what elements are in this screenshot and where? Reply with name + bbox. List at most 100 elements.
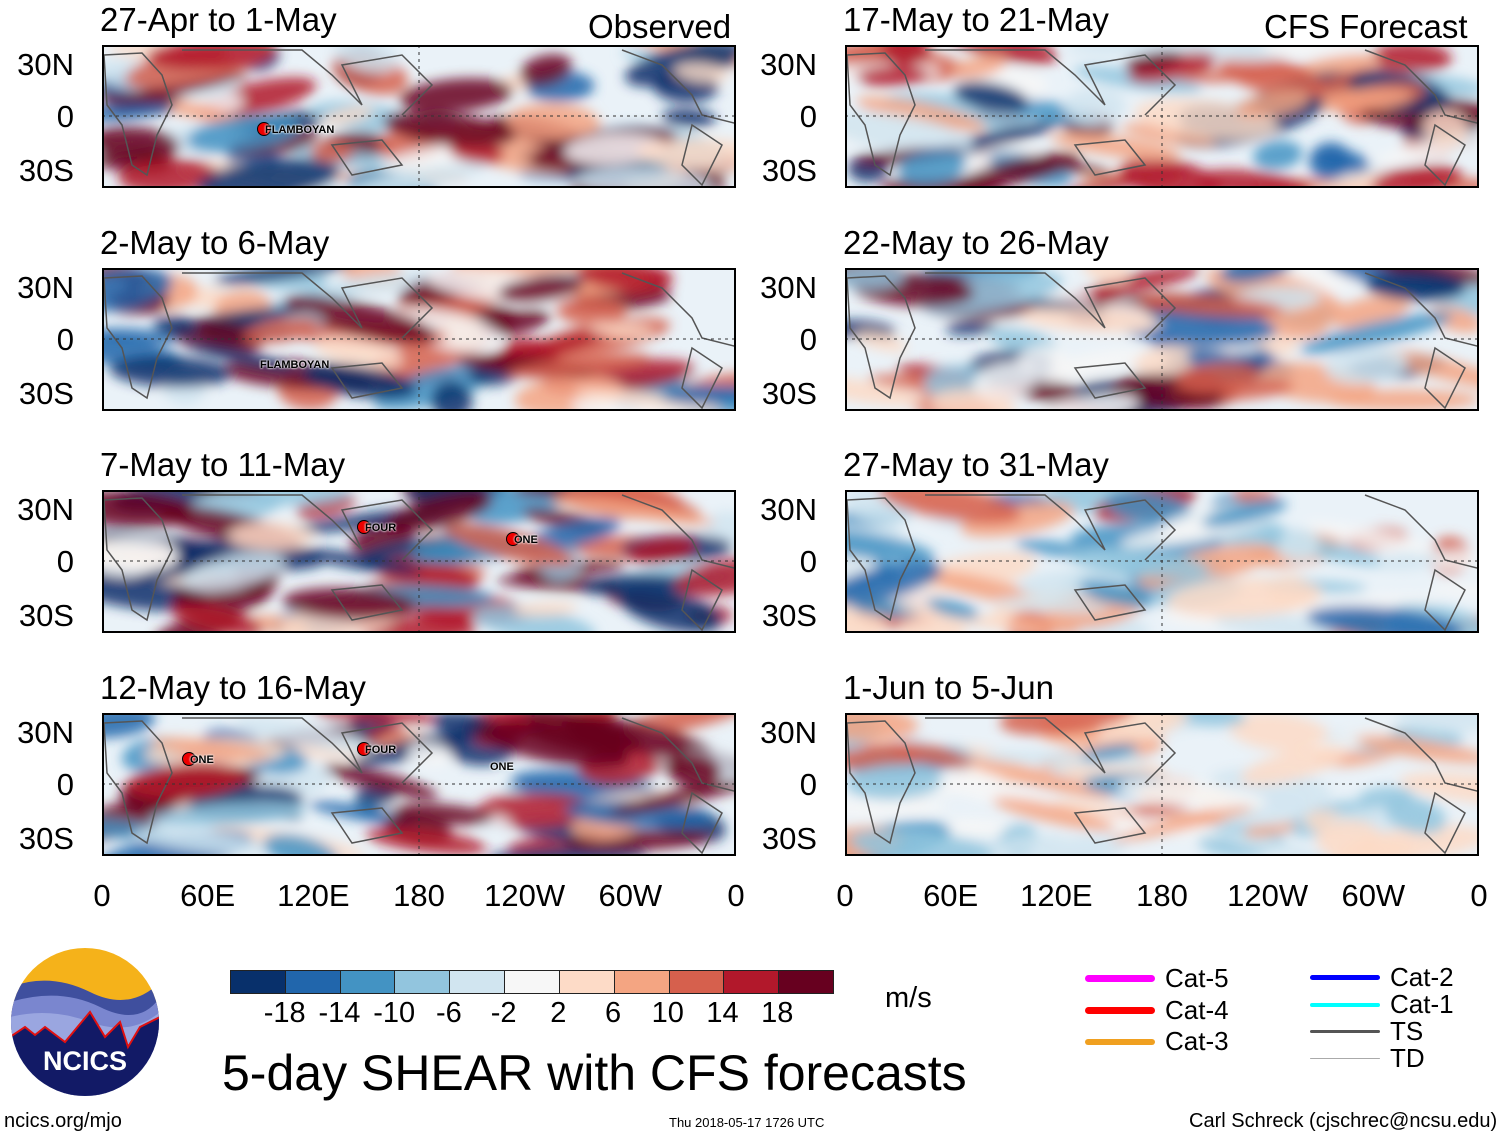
shear-contour <box>560 496 715 525</box>
panel-title: 27-May to 31-May <box>843 446 1109 483</box>
coastline <box>846 717 1479 855</box>
lat-label: 30S <box>761 153 817 188</box>
shear-contour <box>472 605 597 633</box>
lon-label: 0 <box>93 878 111 913</box>
lat-label: 30N <box>17 492 74 527</box>
colorbar-swatch <box>669 971 725 993</box>
shear-contour <box>960 501 1075 538</box>
shear-contour <box>1299 312 1453 354</box>
shear-contour <box>609 779 736 815</box>
shear-contour <box>1316 819 1381 856</box>
shear-contour <box>1372 45 1452 73</box>
shear-contour <box>407 741 452 767</box>
colorbar-swatch <box>285 971 341 993</box>
lon-label: 60W <box>1341 878 1406 913</box>
lon-label: 0 <box>727 878 745 913</box>
shear-map-panel <box>102 713 736 856</box>
shear-contour <box>314 336 402 369</box>
shear-contour <box>845 764 943 800</box>
shear-contour <box>978 834 1063 854</box>
shear-contour <box>673 557 736 597</box>
lon-label: 60W <box>598 878 663 913</box>
footer-credit: Carl Schreck (cjschrec@ncsu.edu) <box>1189 1110 1498 1132</box>
shear-contour <box>992 797 1116 831</box>
shear-contour <box>929 389 1016 411</box>
storm-marker-icon <box>357 742 371 756</box>
legend-item: TS <box>1310 1016 1423 1047</box>
shear-contour <box>1121 123 1216 146</box>
logo-text: NCICS <box>43 1046 127 1076</box>
colorbar-swatch <box>614 971 670 993</box>
shear-contour <box>1064 87 1126 126</box>
shear-contour <box>213 268 354 285</box>
shear-contour <box>133 828 271 855</box>
shear-contour <box>1050 133 1182 160</box>
lat-label: 30N <box>760 270 817 305</box>
coastline <box>103 49 736 187</box>
shear-map-panel <box>845 268 1479 411</box>
storm-label: ONE <box>490 761 514 773</box>
coastline <box>846 494 1479 632</box>
panel-frame <box>845 268 1479 411</box>
lon-label: 120E <box>1020 878 1093 913</box>
footer-url[interactable]: ncics.org/mjo <box>4 1110 122 1132</box>
shear-contour <box>149 801 307 827</box>
lat-label: 30S <box>761 598 817 633</box>
panel-title: 12-May to 16-May <box>100 669 366 706</box>
shear-contour <box>1324 347 1408 385</box>
shear-contour <box>845 110 973 155</box>
shear-contour <box>102 268 173 312</box>
shear-contour <box>296 494 356 518</box>
shear-contour <box>102 328 179 344</box>
shear-contour <box>927 598 979 619</box>
shear-contour <box>392 803 493 826</box>
lat-label: 30N <box>760 492 817 527</box>
colorbar <box>230 970 834 994</box>
shear-contour <box>1381 350 1479 391</box>
shear-contour <box>578 574 692 596</box>
footer-timestamp: Thu 2018-05-17 1726 UTC <box>669 1115 825 1130</box>
shear-contour <box>118 158 219 188</box>
lon-label: 180 <box>393 878 445 913</box>
shear-contour <box>153 315 199 336</box>
shear-contour <box>856 65 929 87</box>
shear-contour <box>1110 806 1252 842</box>
lat-label: 30S <box>18 153 74 188</box>
lat-label: 30S <box>18 821 74 856</box>
shear-contour <box>1175 361 1259 394</box>
legend-line-icon <box>1310 1002 1380 1007</box>
legend-item: Cat-5 <box>1085 963 1229 994</box>
shear-contour <box>384 492 493 533</box>
storm-marker-icon <box>182 752 196 766</box>
storm-marker-icon <box>257 122 271 136</box>
shear-contour <box>881 45 931 67</box>
lon-label: 60E <box>180 878 236 913</box>
shear-contour <box>234 717 371 752</box>
shear-contour <box>1356 735 1479 764</box>
storm-label: FOUR <box>365 522 397 534</box>
lat-label: 30N <box>760 715 817 750</box>
lon-label: 0 <box>836 878 854 913</box>
legend-label: Cat-5 <box>1165 963 1229 993</box>
legend-item: Cat-4 <box>1085 995 1229 1026</box>
panel-frame <box>845 490 1479 633</box>
shear-contour <box>102 102 175 122</box>
shear-contour <box>1365 271 1467 301</box>
panel-title: 7-May to 11-May <box>100 446 346 483</box>
shear-contour <box>855 332 908 352</box>
storm-label: FLAMBOYAN <box>260 359 330 371</box>
shear-contour <box>243 317 320 344</box>
shear-contour <box>898 616 967 633</box>
shear-contour <box>506 103 600 140</box>
shear-contour <box>951 55 1007 79</box>
shear-contour <box>887 742 972 768</box>
legend-label: Cat-2 <box>1390 962 1454 992</box>
lat-label: 0 <box>56 544 74 579</box>
shear-contour <box>399 78 514 113</box>
lat-label: 30S <box>761 821 817 856</box>
shear-contour <box>1423 110 1469 147</box>
legend-item: TD <box>1310 1043 1425 1074</box>
shear-map-panel <box>845 713 1479 856</box>
legend-label: Cat-3 <box>1165 1026 1229 1056</box>
